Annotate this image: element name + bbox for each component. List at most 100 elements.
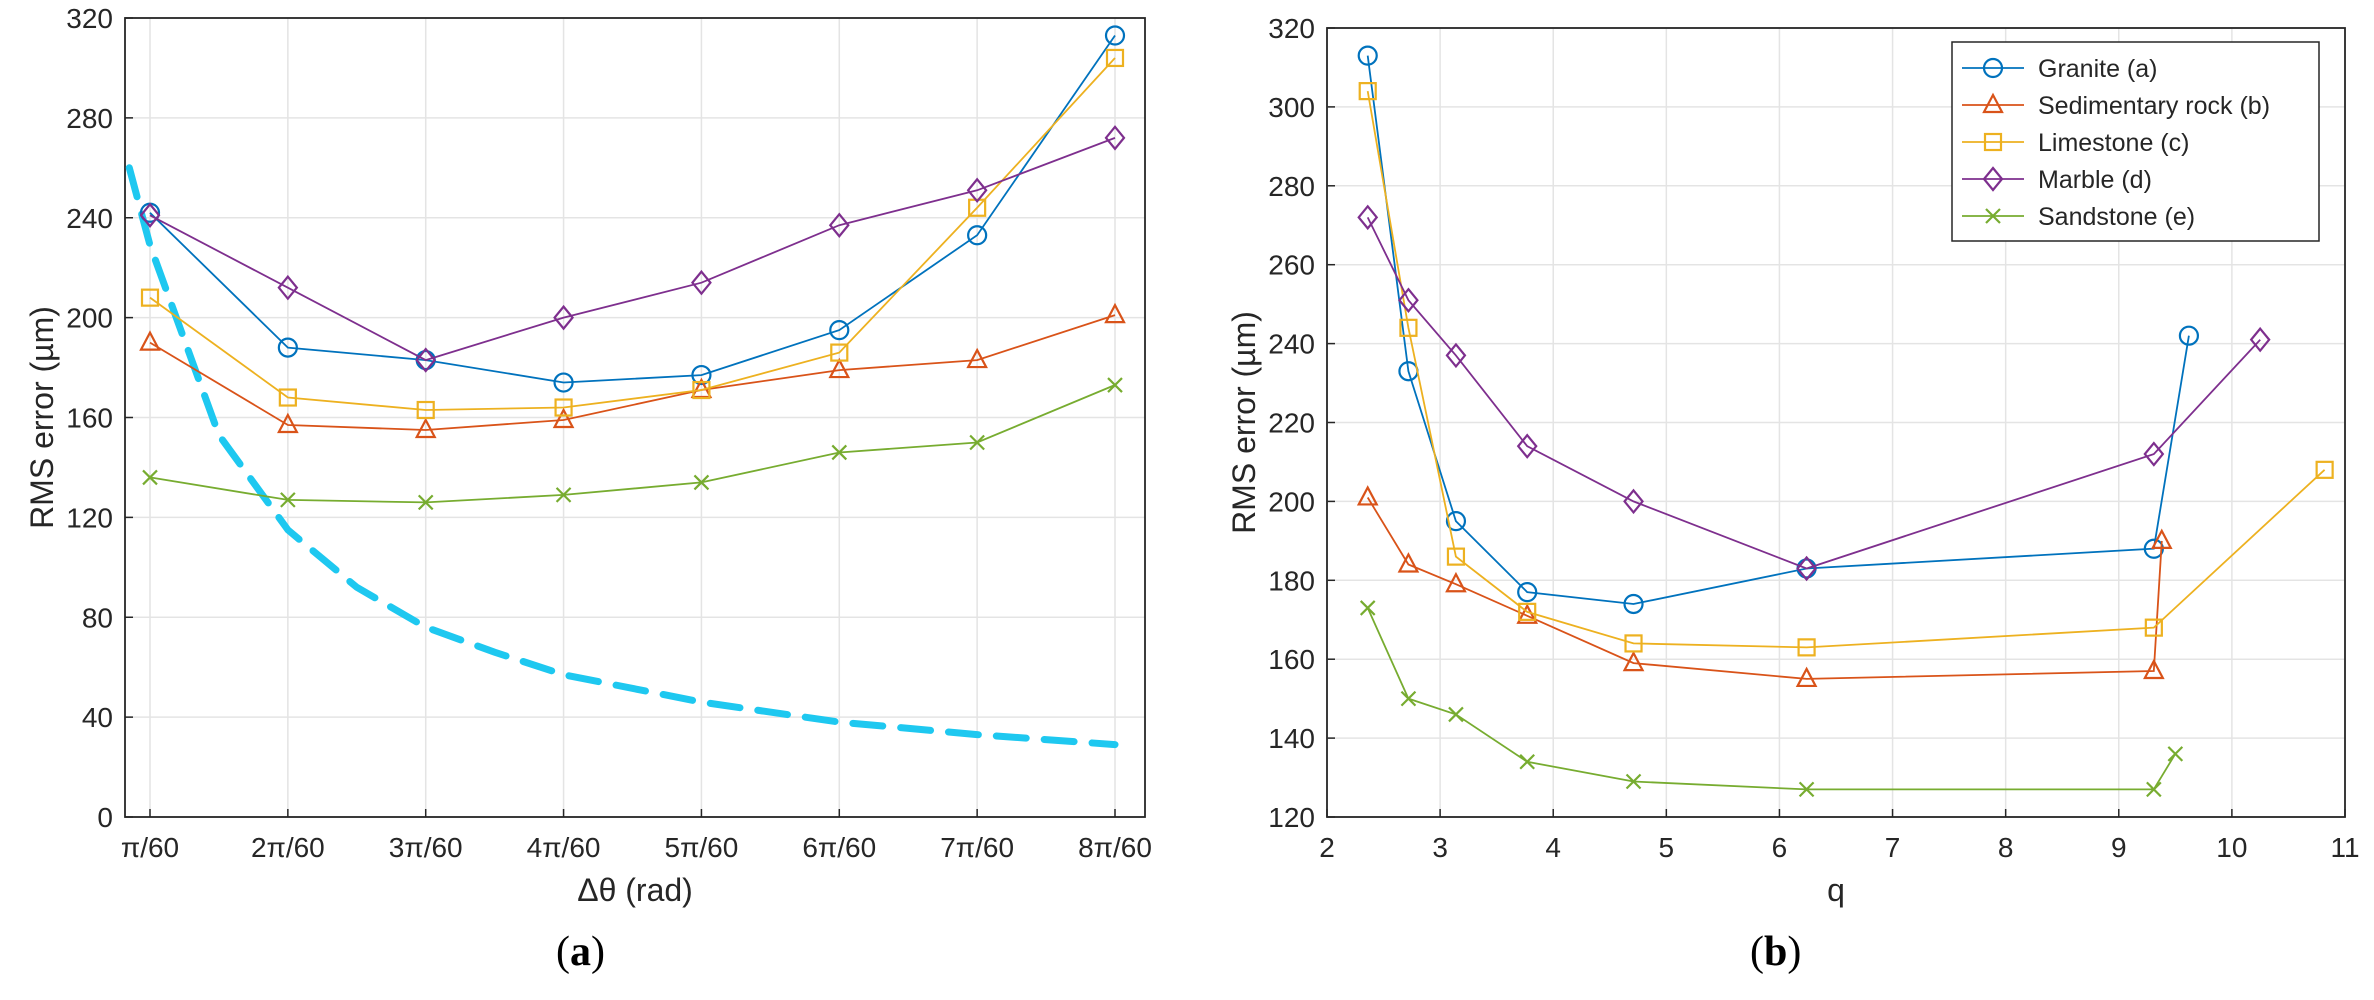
legend-entry: Sandstone (e): [2038, 203, 2195, 231]
data-point: [1623, 488, 1644, 515]
data-point: [554, 398, 573, 417]
data-point: [414, 417, 437, 439]
panel-b-chart: 120 140 160 180 200 220 240 260 280 300 320 2 3 4 5 6 7 8…: [1226, 13, 2360, 908]
series-line: [149, 34, 1116, 384]
data-point: [830, 343, 849, 362]
data-point: [1625, 773, 1642, 790]
panel-a-chart: 0 40 80 120 160 200 240 280 320 π/60 2π/60 3π/60 4π/…: [24, 3, 1152, 908]
series-line: [1366, 497, 2163, 680]
data-point: [1358, 82, 1377, 101]
reference-dashed-curve: [125, 164, 1119, 749]
data-point: [553, 372, 574, 393]
data-point: [2144, 618, 2163, 637]
data-point: [693, 474, 710, 491]
data-point: [967, 225, 988, 246]
series-line: [1366, 90, 2326, 649]
data-point: [2143, 658, 2165, 680]
data-point: [277, 412, 299, 434]
data-point: [416, 400, 435, 420]
y-tick-label: 200: [1268, 486, 1315, 517]
data-point: [2178, 325, 2200, 346]
legend-marker: [1985, 208, 2001, 224]
data-point: [1399, 318, 1418, 337]
series-limestone-c: [1358, 82, 2334, 657]
data-point: [1798, 781, 1815, 798]
data-point: [1107, 377, 1123, 393]
axes-box: [1326, 27, 2346, 818]
data-point: [139, 202, 161, 228]
data-point: [1359, 600, 1376, 616]
data-point: [2150, 528, 2173, 549]
data-point: [692, 380, 711, 400]
y-tick-label: 280: [66, 103, 113, 134]
data-point: [2315, 460, 2334, 479]
series-line: [1366, 55, 2190, 605]
data-point: [142, 469, 158, 486]
legend: Granite (a) Sedimentary rock (b) Limestone…: [1951, 41, 2320, 242]
x-tick-label: 5: [1659, 832, 1675, 863]
series-sandstone-e: [142, 377, 1123, 511]
x-tick-label: 7π/60: [940, 832, 1014, 863]
series-granite-a: [139, 25, 1126, 393]
series-line: [149, 314, 1116, 431]
y-tick-label: 260: [1268, 250, 1315, 281]
series-line: [1366, 217, 2261, 570]
y-tick-label: 180: [1268, 565, 1315, 596]
data-point: [1397, 552, 1420, 573]
series-marble-d: [139, 125, 1126, 373]
y-tick-label: 140: [1268, 723, 1315, 754]
y-tick-label: 40: [82, 702, 113, 733]
legend-entry: Limestone (c): [2038, 129, 2189, 157]
y-tick-label: 240: [66, 203, 113, 234]
y-axis-label: RMS error (µm): [1226, 311, 1262, 534]
data-point: [1516, 433, 1538, 459]
panel-a-label: (a): [556, 929, 605, 975]
y-tick-label: 220: [1268, 408, 1315, 439]
data-point: [1105, 48, 1125, 68]
data-point: [417, 494, 434, 511]
data-point: [1357, 45, 1378, 66]
data-point: [1400, 690, 1417, 707]
data-point: [553, 304, 574, 331]
x-tick-label: 4π/60: [527, 832, 601, 863]
x-tick-label: 4: [1545, 832, 1561, 863]
data-point: [552, 407, 575, 429]
x-tick-label: 8π/60: [1078, 832, 1152, 863]
legend-entry: Granite (a): [2038, 55, 2157, 83]
y-tick-label: 120: [1268, 802, 1315, 833]
data-point: [1357, 204, 1379, 231]
data-point: [1104, 25, 1126, 46]
panel-b-label: (b): [1750, 929, 1802, 975]
data-point: [966, 177, 988, 204]
series-line: [1366, 607, 2177, 791]
y-tick-label: 240: [1268, 329, 1315, 360]
data-point: [1622, 650, 1645, 672]
series-line: [149, 384, 1116, 504]
data-point: [828, 212, 850, 238]
data-point: [2143, 441, 2165, 467]
y-tick-label: 80: [82, 602, 113, 633]
data-point: [1796, 555, 1818, 582]
data-point: [828, 357, 851, 379]
x-axis-label: Δθ (rad): [577, 872, 693, 908]
x-tick-label: 6: [1772, 832, 1788, 863]
series-marble-d: [1357, 204, 2271, 582]
y-tick-label: 160: [66, 403, 113, 434]
data-point: [1445, 571, 1467, 593]
data-point: [1445, 342, 1467, 369]
data-point: [1623, 593, 1644, 615]
y-tick-label: 320: [1268, 13, 1315, 44]
data-point: [829, 320, 850, 341]
data-point: [140, 288, 160, 307]
data-point: [277, 337, 298, 358]
series-sedimentary-rock-b: [1356, 485, 2173, 688]
data-point: [2167, 746, 2184, 762]
data-point: [691, 364, 712, 386]
data-point: [1518, 602, 1537, 621]
data-point: [1624, 634, 1643, 653]
series-limestone-c: [140, 48, 1125, 420]
data-point: [966, 347, 988, 369]
data-point: [1446, 547, 1466, 566]
data-point: [1398, 287, 1419, 313]
data-point: [1356, 485, 1379, 506]
